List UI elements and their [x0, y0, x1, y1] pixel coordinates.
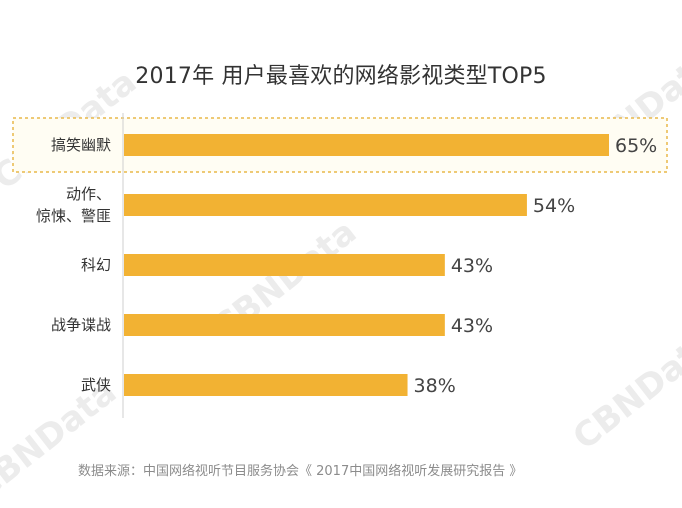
value-label: 65% [615, 135, 657, 157]
chart-title: 2017年 用户最喜欢的网络影视类型TOP5 [135, 64, 547, 89]
category-label: 搞笑幽默 [51, 136, 111, 154]
category-label: 武侠 [81, 376, 111, 394]
value-label: 43% [451, 255, 493, 277]
bar [124, 194, 527, 216]
value-label: 38% [414, 375, 456, 397]
category-label: 惊悚、警匪 [36, 207, 111, 225]
bar [124, 314, 445, 336]
bar [124, 134, 609, 156]
bar-chart: 65% 搞笑幽默 54% 动作、惊悚、警匪 43% 科幻 43% 战争谍战 38% 武侠 [12, 113, 668, 418]
bar [124, 254, 445, 276]
category-label: 动作、 [66, 185, 111, 203]
category-label: 科幻 [81, 256, 111, 274]
value-label: 43% [451, 315, 493, 337]
bar [124, 374, 408, 396]
value-label: 54% [533, 195, 575, 217]
source-note: 数据来源：中国网络视听节目服务协会《 2017中国网络视听发展研究报告 》 [78, 464, 523, 479]
category-label: 战争谍战 [51, 316, 111, 334]
